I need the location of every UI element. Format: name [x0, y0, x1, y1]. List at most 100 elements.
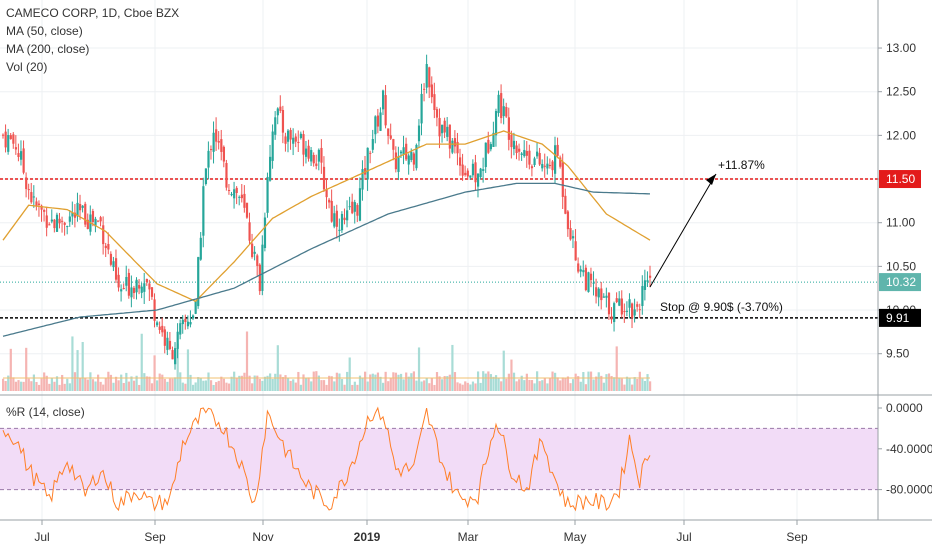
candle-body	[459, 157, 462, 166]
volume-bar	[584, 384, 588, 391]
volume-bar	[564, 377, 567, 391]
volume-bar	[261, 380, 264, 391]
volume-bar	[53, 381, 56, 391]
volume-bar	[571, 379, 575, 391]
volume-bar	[310, 381, 313, 391]
candle-body	[227, 189, 231, 191]
stop-price-label-bg	[879, 308, 921, 327]
volume-bar	[263, 376, 267, 391]
candle-body	[464, 172, 467, 175]
candle-body	[546, 163, 549, 169]
annotations: +11.87% Stop @ 9.90$ (-3.70%)	[649, 158, 783, 314]
volume-bar	[171, 378, 174, 391]
volume-bar	[297, 371, 300, 391]
candle-body	[245, 202, 249, 218]
willr-tick-label: 0.0000	[886, 401, 923, 415]
candle-body	[502, 106, 505, 117]
candle-body	[476, 173, 480, 187]
volume-bar	[114, 376, 118, 391]
candle-body	[32, 196, 36, 198]
candle-body	[597, 288, 600, 298]
candle-body	[37, 203, 41, 206]
volume-bar	[607, 373, 611, 391]
candle-body	[384, 95, 387, 126]
candle-body	[204, 168, 208, 185]
candle-body	[150, 287, 154, 297]
volume-bar	[117, 380, 120, 391]
candle-body	[461, 164, 464, 176]
volume-bar	[184, 383, 187, 391]
candle-body	[543, 165, 546, 167]
volume-bar	[543, 377, 546, 391]
candle-body	[435, 109, 439, 118]
candle-body	[243, 193, 246, 208]
candle-body	[548, 164, 552, 166]
candle-body	[518, 148, 521, 152]
candle-body	[86, 219, 89, 229]
volume-bar	[600, 375, 603, 391]
candle-body	[191, 315, 195, 319]
volume-bar	[376, 372, 380, 391]
candles	[2, 54, 652, 370]
candle-body	[628, 299, 631, 308]
volume-bar	[387, 381, 390, 391]
volume-bar	[50, 378, 53, 391]
volume-bar	[548, 378, 552, 391]
candle-body	[453, 138, 457, 147]
candle-body	[266, 176, 269, 213]
candle-body	[451, 140, 454, 153]
volume-bar	[322, 380, 326, 391]
volume-bar	[482, 371, 485, 391]
candle-body	[248, 222, 251, 241]
volume-bar	[523, 380, 526, 391]
candle-body	[145, 278, 148, 283]
candle-body	[43, 210, 46, 212]
candle-body	[61, 220, 64, 222]
volume-bar	[289, 380, 292, 391]
candle-body	[520, 153, 523, 155]
candle-body	[35, 201, 38, 207]
volume-bar	[412, 371, 415, 391]
volume-bar	[566, 376, 570, 391]
current-price-label: 10.32	[886, 275, 916, 289]
candle-body	[104, 245, 107, 249]
volume-bar	[179, 372, 182, 391]
volume-bar	[174, 377, 177, 391]
candle-body	[9, 135, 12, 140]
candle-body	[618, 298, 621, 306]
volume-bar	[212, 384, 215, 391]
candle-body	[286, 130, 290, 142]
volume-bar	[122, 383, 125, 391]
volume-bar	[225, 382, 228, 391]
volume-bar	[96, 374, 100, 391]
volume-bar	[415, 380, 418, 391]
candle-body	[122, 288, 125, 290]
candle-body	[533, 158, 536, 165]
volume-bar	[394, 372, 398, 391]
candle-body	[366, 147, 369, 180]
volume-bar	[27, 378, 30, 391]
candle-body	[376, 115, 380, 127]
candle-body	[417, 125, 421, 142]
volume-bar	[379, 376, 382, 391]
volume-bar	[66, 378, 69, 391]
volume-bar	[351, 384, 354, 391]
volume-bar	[91, 379, 95, 391]
volume-bar	[45, 375, 48, 391]
candle-body	[7, 135, 10, 152]
price-levels	[0, 178, 878, 319]
volume-bar	[132, 380, 136, 391]
candle-body	[615, 298, 618, 303]
volume-bar	[631, 384, 634, 391]
candle-body	[425, 64, 428, 88]
candle-body	[58, 218, 61, 224]
candle-body	[387, 128, 390, 136]
stop-label: Stop @ 9.90$ (-3.70%)	[660, 300, 783, 314]
volume-bar	[271, 378, 274, 391]
volume-bar	[384, 371, 387, 391]
volume-bar	[556, 377, 559, 391]
candle-body	[317, 149, 320, 162]
volume-bar	[202, 380, 205, 391]
candle-body	[335, 210, 338, 227]
volume-bar	[150, 383, 154, 391]
